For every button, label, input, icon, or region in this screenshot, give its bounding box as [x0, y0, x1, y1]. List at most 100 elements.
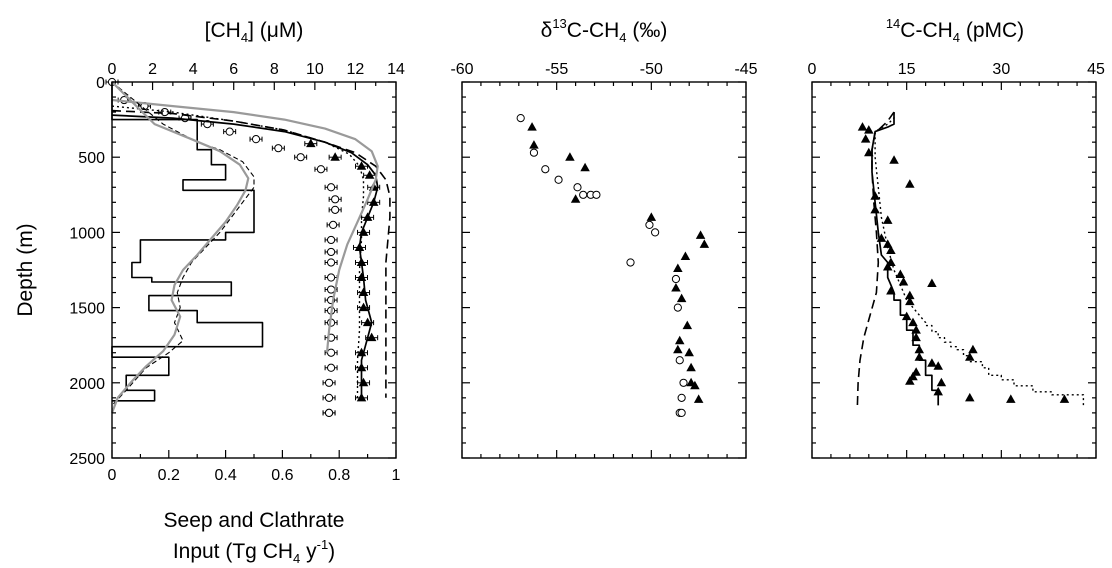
triangle-point [693, 394, 704, 403]
triangle-point [690, 380, 700, 390]
circle-point [326, 363, 336, 372]
circle-point [324, 408, 334, 417]
triangle-point [695, 230, 706, 239]
series-line-gray-wiggly [110, 81, 250, 414]
x-top-tick-label: 6 [229, 61, 238, 78]
triangle-point [968, 344, 978, 354]
triangle-point [330, 152, 340, 161]
panel-1-data [105, 77, 391, 417]
bottom-axis-label-line1: Seep and Clathrate [164, 509, 345, 532]
circle-point [651, 228, 660, 237]
y-tick-label: 2500 [69, 451, 105, 468]
circle-point [326, 247, 336, 257]
series-line-dashed-black [111, 109, 391, 398]
triangle-point [306, 138, 316, 148]
triangle-point [882, 215, 893, 224]
x-top-tick-label: 4 [189, 61, 198, 78]
panel-3-title: 14C-CH4 (pMC) [886, 16, 1024, 45]
series-line-dotted-black [111, 105, 365, 398]
triangle-point [676, 293, 687, 303]
triangle-point [580, 162, 590, 172]
triangle-point [356, 161, 367, 170]
triangle-point [358, 287, 369, 297]
circle-point [554, 175, 563, 184]
triangle-point [965, 392, 975, 402]
x-top-tick-label: -50 [640, 61, 663, 78]
panel-1-title: [CH4] (μM) [205, 19, 304, 45]
circle-point [326, 258, 336, 267]
circle-point [326, 273, 336, 282]
x-top-tick-label: 30 [992, 61, 1010, 78]
x-top-tick-label: 12 [347, 61, 365, 78]
triangle-point [936, 377, 947, 387]
triangle-point [684, 347, 694, 357]
triangle-point [1059, 394, 1070, 403]
x-top-tick-label: -45 [734, 61, 757, 78]
circle-point [329, 220, 338, 229]
triangle-point [895, 269, 906, 279]
triangle-point [565, 152, 575, 161]
x-top-tick-label: -55 [545, 61, 568, 78]
circle-point [316, 165, 326, 174]
triangle-point [864, 125, 874, 134]
x-top-tick-label: 8 [270, 61, 279, 78]
circle-point [296, 153, 305, 162]
panel-2-axes: -60 -55 -50 -45 [450, 61, 758, 459]
triangle-point [529, 140, 539, 149]
series-line-dotted-black [874, 112, 1085, 406]
triangle-point [905, 376, 915, 385]
x-top-tick-label: 2 [148, 61, 157, 78]
triangle-point [908, 317, 918, 327]
x-bottom-tick-label: 0 [108, 467, 117, 484]
series-line-dashed-black [856, 111, 895, 406]
circle-point [516, 113, 525, 123]
triangle-point [527, 122, 537, 131]
triangle-point [686, 362, 696, 372]
triangle-point [905, 290, 915, 300]
circle-point [529, 148, 539, 157]
triangle-point [905, 179, 915, 188]
triangle-point [364, 170, 375, 179]
triangle-point [699, 239, 710, 248]
circle-point [675, 356, 684, 365]
series-line-solid-black [111, 114, 379, 398]
circle-point [626, 258, 635, 267]
y-tick-label: 500 [78, 150, 105, 167]
triangle-point [570, 194, 581, 203]
x-bottom-tick-label: 0.6 [271, 467, 293, 484]
circle-point [573, 183, 582, 192]
x-bottom-tick-label: 0.4 [214, 467, 236, 484]
triangle-point [927, 278, 937, 288]
triangle-point [356, 272, 367, 282]
circle-point [326, 183, 336, 192]
panel-d13c: δ13C-CH4 (‰) -60 -55 -50 -45 [450, 16, 758, 459]
x-top-tick-label: 45 [1087, 61, 1105, 78]
x-bottom-tick-label: 1 [392, 467, 401, 484]
circle-point [274, 144, 283, 153]
plot-frame [811, 81, 1097, 459]
plot-frame [461, 81, 747, 459]
panel-ch4: [CH4] (μM) Depth (m) Seep and Clathrate … [14, 19, 405, 566]
series-line-histogram [111, 82, 264, 402]
triangle-point [965, 352, 975, 361]
triangle-point [857, 122, 868, 131]
x-top-tick-label: 10 [306, 61, 324, 78]
circle-point [324, 393, 334, 402]
triangle-point [905, 296, 915, 306]
bottom-axis-label-line2: Input (Tg CH4 y-1) [173, 537, 335, 566]
triangle-point [860, 134, 871, 143]
triangle-point [680, 251, 691, 260]
circle-point [679, 378, 688, 387]
circle-point [326, 348, 336, 357]
panel-3-data [856, 111, 1085, 406]
circle-point [331, 205, 340, 214]
circle-point [225, 127, 234, 136]
circle-point [645, 220, 654, 229]
triangle-point [673, 344, 683, 354]
panel-2-title: δ13C-CH4 (‰) [541, 16, 668, 45]
triangle-point [933, 361, 943, 370]
triangle-point [927, 358, 937, 367]
circle-point [326, 235, 336, 245]
